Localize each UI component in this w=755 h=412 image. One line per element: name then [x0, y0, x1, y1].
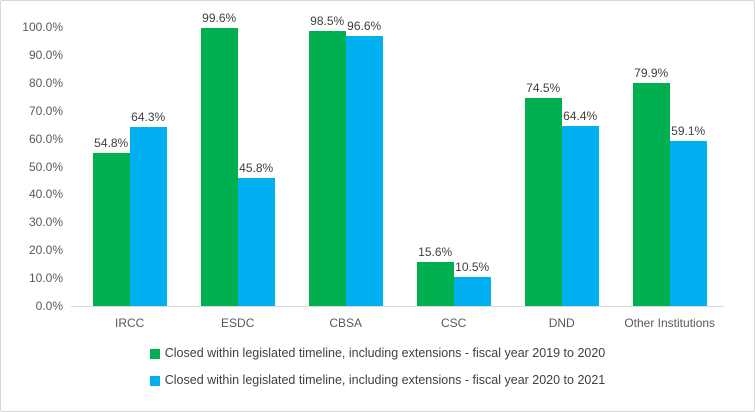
category-label-ircc: IRCC	[115, 316, 145, 330]
bar-csc-series2	[453, 276, 491, 306]
category-label-cbsa: CBSA	[329, 316, 363, 330]
y-tick-label: 60.0%	[28, 131, 63, 146]
bar-dnd-series2	[561, 126, 599, 306]
value-label: 98.5%	[310, 14, 345, 29]
bar-dnd-series1	[524, 98, 562, 306]
y-tick-label: 30.0%	[28, 215, 63, 230]
y-tick-label: 40.0%	[28, 187, 63, 202]
bar-csc-series1	[416, 262, 454, 306]
value-label: 15.6%	[418, 245, 453, 260]
legend-swatch-blue	[149, 375, 160, 386]
y-tick-label: 20.0%	[28, 243, 63, 258]
value-label: 64.4%	[563, 109, 598, 124]
bar-other-institutions-series1	[632, 83, 670, 306]
legend-item-2020-2021: Closed within legislated timeline, inclu…	[149, 373, 606, 388]
bar-esdc-series2	[237, 178, 275, 306]
bar-cbsa-series2	[345, 36, 383, 306]
legend-item-2019-2020: Closed within legislated timeline, inclu…	[149, 346, 606, 361]
value-label: 64.3%	[131, 109, 166, 124]
y-tick-label: 0.0%	[35, 299, 63, 313]
value-label: 54.8%	[94, 136, 129, 151]
legend: Closed within legislated timeline, inclu…	[1, 346, 754, 388]
bar-ircc-series1	[92, 153, 130, 306]
bar-ircc-series2	[129, 126, 167, 306]
y-tick-label: 90.0%	[28, 47, 63, 62]
value-label: 99.6%	[202, 11, 237, 26]
y-tick-label: 70.0%	[28, 103, 63, 118]
bar-cbsa-series1	[308, 31, 346, 306]
bar-esdc-series1	[200, 28, 238, 306]
value-label: 45.8%	[239, 161, 274, 176]
y-tick-label: 80.0%	[28, 75, 63, 90]
y-tick-label: 10.0%	[28, 271, 63, 286]
y-tick-label: 100.0%	[22, 20, 63, 34]
legend-label-2020-2021: Closed within legislated timeline, inclu…	[164, 373, 606, 387]
legend-swatch-green	[149, 348, 160, 359]
x-axis-line	[71, 306, 724, 307]
category-label-other-institutions: Other Institutions	[624, 316, 716, 330]
y-tick-label: 50.0%	[28, 159, 63, 174]
value-label: 96.6%	[347, 19, 382, 34]
category-label-csc: CSC	[441, 316, 467, 330]
value-label: 74.5%	[526, 81, 561, 96]
value-label: 79.9%	[634, 66, 669, 81]
value-label: 59.1%	[671, 124, 706, 139]
legend-label-2019-2020: Closed within legislated timeline, inclu…	[164, 346, 606, 360]
value-label: 10.5%	[455, 259, 490, 274]
category-label-esdc: ESDC	[221, 316, 255, 330]
category-label-dnd: DND	[548, 316, 575, 330]
bar-other-institutions-series2	[669, 141, 707, 306]
